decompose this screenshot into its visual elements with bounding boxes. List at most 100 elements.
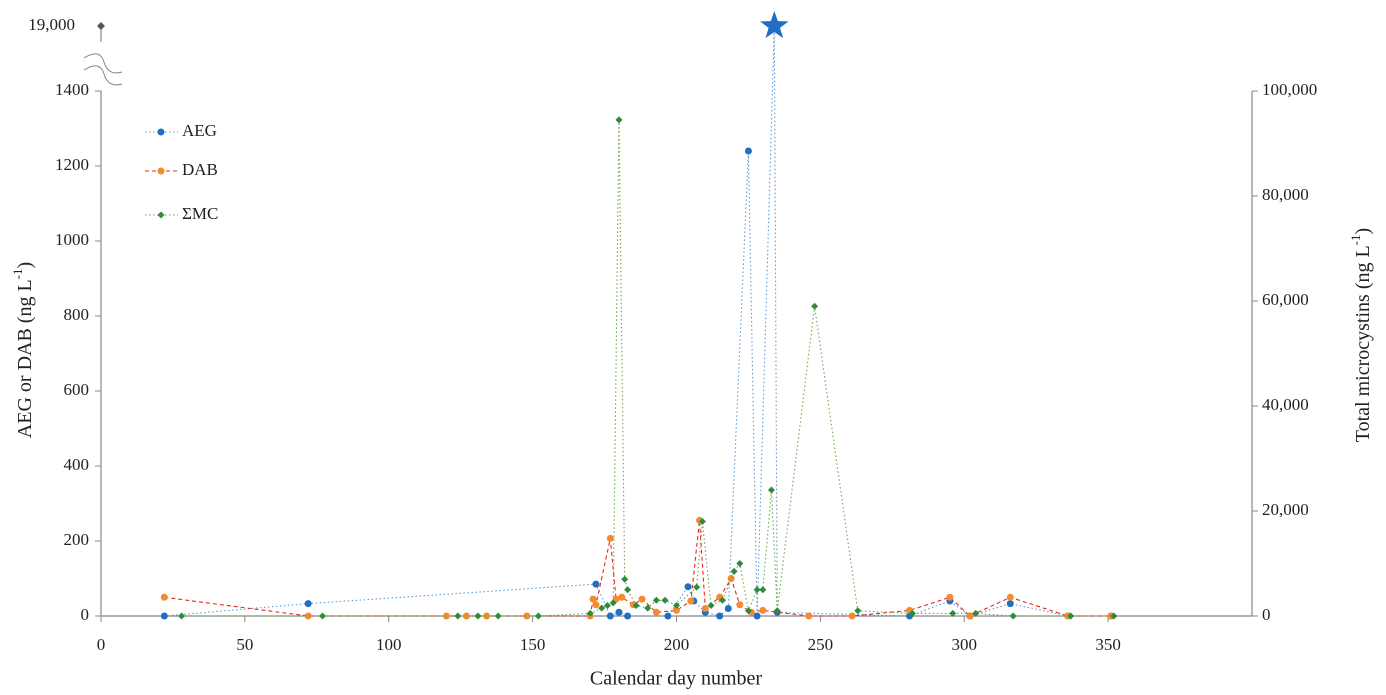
point: [664, 612, 672, 620]
point: [724, 605, 732, 612]
y2-tick-label: 20,000: [1262, 500, 1309, 519]
break-marker: [760, 11, 789, 39]
x-tick-label: 50: [236, 635, 253, 654]
legend-marker: [157, 128, 165, 136]
y-tick-label: 0: [81, 605, 90, 624]
point: [908, 609, 916, 617]
x-tick-label: 200: [664, 635, 690, 654]
point: [160, 593, 168, 601]
x-axis-label: Calendar day number: [590, 668, 762, 690]
point: [759, 606, 767, 614]
legend-marker: [157, 211, 165, 219]
point: [687, 597, 695, 605]
point: [474, 612, 482, 620]
point: [684, 583, 692, 591]
point: [624, 586, 632, 594]
series-line: [181, 119, 1114, 617]
point: [767, 486, 775, 494]
y2-tick-label: 80,000: [1262, 185, 1309, 204]
legend-label: DAB: [182, 160, 218, 179]
point: [848, 612, 856, 620]
y-tick-label: 1000: [55, 230, 89, 249]
point: [1110, 612, 1118, 620]
point: [753, 586, 761, 594]
point: [454, 612, 462, 620]
point: [638, 595, 646, 603]
point: [652, 596, 660, 604]
point: [603, 602, 611, 609]
point: [592, 580, 600, 588]
point: [693, 583, 701, 591]
point: [652, 608, 660, 616]
point: [586, 609, 594, 617]
point: [698, 518, 706, 525]
point: [592, 601, 600, 609]
point: [534, 612, 542, 620]
point: [701, 605, 709, 612]
point: [966, 612, 974, 620]
point: [744, 147, 752, 155]
y-tick-label: 200: [64, 530, 90, 549]
point: [805, 612, 813, 620]
point: [773, 607, 781, 615]
point: [621, 575, 629, 583]
point: [753, 612, 761, 620]
point: [811, 302, 819, 310]
point: [644, 604, 652, 612]
point: [744, 607, 752, 615]
legend-marker: [157, 167, 165, 175]
point: [1006, 593, 1014, 601]
point: [615, 608, 623, 616]
point: [304, 600, 312, 608]
point: [589, 595, 597, 603]
point: [707, 602, 715, 609]
point: [598, 604, 606, 612]
point: [736, 560, 744, 567]
series-line: [164, 25, 1111, 617]
y2-tick-label: 0: [1262, 605, 1271, 624]
legend-label: ΣMC: [182, 204, 218, 223]
point: [661, 596, 669, 604]
point: [624, 612, 632, 620]
x-tick-label: 300: [952, 635, 978, 654]
point: [949, 609, 957, 617]
x-tick-label: 250: [808, 635, 834, 654]
point: [946, 593, 954, 601]
x-tick-label: 100: [376, 635, 402, 654]
x-tick-label: 150: [520, 635, 546, 654]
y-break-tick: [97, 22, 105, 30]
y-tick-label: 1200: [55, 155, 89, 174]
point: [719, 596, 727, 604]
y-tick-label: 600: [64, 380, 90, 399]
point: [716, 612, 724, 620]
y2-tick-label: 100,000: [1262, 80, 1317, 99]
x-tick-label: 350: [1095, 635, 1121, 654]
point: [1009, 612, 1017, 620]
point: [178, 612, 186, 620]
point: [673, 602, 680, 609]
point: [160, 612, 168, 620]
point: [618, 593, 626, 601]
y-tick-label: 19,000: [28, 15, 75, 34]
y2-tick-label: 60,000: [1262, 290, 1309, 309]
y-axis-label: AEG or DAB (ng L-1): [10, 262, 36, 438]
y-tick-label: 1400: [55, 80, 89, 99]
point: [304, 612, 312, 620]
point: [609, 599, 617, 607]
point: [494, 612, 502, 620]
point: [615, 116, 623, 124]
point: [632, 602, 640, 609]
y-tick-label: 400: [64, 455, 90, 474]
point: [736, 601, 744, 609]
point: [1067, 612, 1075, 620]
axis-break: [83, 53, 123, 86]
x-tick-label: 0: [97, 635, 106, 654]
point: [727, 575, 735, 582]
legend-label: AEG: [182, 121, 217, 140]
point: [673, 606, 680, 614]
point: [972, 609, 980, 617]
y2-tick-label: 40,000: [1262, 395, 1309, 414]
point: [759, 586, 767, 594]
point: [1006, 600, 1014, 608]
